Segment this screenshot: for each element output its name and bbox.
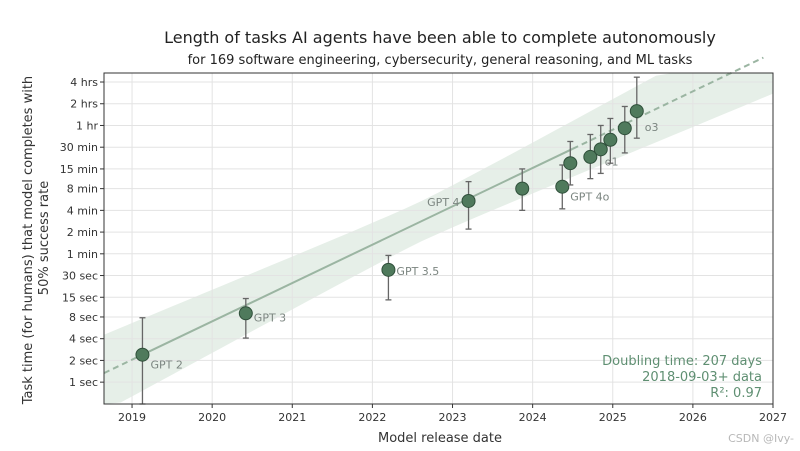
point-marker	[555, 179, 570, 194]
y-tick-label: 1 sec	[69, 376, 98, 389]
data-point: GPT 3.5	[381, 254, 439, 301]
data-point	[583, 133, 598, 180]
data-point	[617, 105, 632, 154]
point-marker	[629, 104, 644, 119]
data-point: GPT 4o	[555, 164, 610, 210]
data-points: GPT 2 GPT 3 GPT 3.5 GPT 4 GPT 4o o1 o3	[135, 76, 659, 405]
data-range-annotation: 2018-09-03+ data	[642, 370, 762, 385]
x-tick-label: 2024	[519, 411, 547, 424]
confidence-band	[104, 73, 773, 404]
point-marker	[563, 156, 578, 171]
y-tick-label: 8 min	[67, 183, 98, 196]
grid	[104, 73, 774, 404]
y-tick-label: 1 hr	[76, 119, 98, 132]
trend-projection	[572, 56, 764, 150]
point-marker	[593, 142, 608, 157]
watermark: CSDN @Ivy-	[728, 432, 794, 445]
x-tick-label: 2020	[198, 411, 226, 424]
y-tick-label: 15 min	[60, 163, 98, 176]
trend-line	[103, 56, 764, 375]
y-tick-label: 2 sec	[69, 354, 98, 367]
point-marker	[238, 306, 253, 321]
x-tick-label: 2019	[118, 411, 146, 424]
y-tick-label: 8 sec	[69, 311, 98, 324]
x-tick-label: 2021	[278, 411, 306, 424]
y-tick-label: 2 min	[67, 226, 98, 239]
x-axis-ticks: 2019 2020 2021 2022 2023 2024 2025 2026 2027	[118, 404, 787, 424]
x-tick-label: 2025	[599, 411, 627, 424]
chart-title: Length of tasks AI agents have been able…	[164, 28, 716, 47]
data-point: GPT 3	[238, 297, 286, 339]
point-label: o1	[605, 155, 619, 168]
y-tick-label: 4 sec	[69, 333, 98, 346]
y-axis-label-line-2: 50% success rate	[37, 181, 52, 295]
data-point	[603, 117, 618, 164]
confidence-band-area	[104, 73, 773, 404]
y-axis-label: Task time (for humans) that model comple…	[21, 72, 52, 406]
y-axis-label-line-1: Task time (for humans) that model comple…	[21, 76, 36, 405]
x-tick-label: 2023	[439, 411, 467, 424]
x-axis-label: Model release date	[378, 431, 502, 446]
y-tick-label: 1 min	[67, 248, 98, 261]
y-tick-label: 15 sec	[62, 291, 98, 304]
plot-frame	[103, 72, 774, 405]
point-label: GPT 3	[254, 311, 286, 324]
y-tick-label: 30 sec	[62, 270, 98, 283]
point-marker	[381, 262, 396, 277]
data-point: o1	[593, 124, 619, 175]
point-marker	[515, 181, 530, 196]
trend-backcast	[103, 353, 143, 375]
point-label: GPT 4	[427, 196, 459, 209]
data-point	[515, 168, 530, 212]
x-tick-label: 2026	[679, 411, 707, 424]
trend-fit	[142, 147, 574, 356]
r-squared-annotation: R²: 0.97	[710, 386, 762, 401]
point-marker	[135, 347, 150, 362]
x-tick-label: 2027	[759, 411, 787, 424]
point-label: GPT 3.5	[396, 265, 439, 278]
y-tick-label: 2 hrs	[70, 98, 98, 111]
y-axis-ticks: 1 sec 2 sec 4 sec 8 sec 15 sec 30 sec 1 min 2 m…	[60, 76, 104, 389]
x-tick-label: 2022	[358, 411, 386, 424]
data-point: GPT 4	[427, 180, 476, 230]
y-tick-label: 4 min	[67, 204, 98, 217]
point-marker	[617, 121, 632, 136]
point-label: o3	[645, 121, 659, 134]
data-point	[563, 140, 578, 186]
point-marker	[583, 149, 598, 164]
data-point: GPT 2	[135, 317, 183, 405]
point-marker	[461, 193, 476, 208]
point-marker	[603, 132, 618, 147]
point-label: GPT 4o	[570, 191, 609, 204]
y-tick-label: 30 min	[60, 141, 98, 154]
data-point: o3	[629, 76, 659, 139]
point-label: GPT 2	[150, 359, 182, 372]
doubling-time-annotation: Doubling time: 207 days	[602, 354, 762, 369]
y-tick-label: 4 hrs	[70, 76, 98, 89]
chart-subtitle: for 169 software engineering, cybersecur…	[188, 53, 693, 68]
